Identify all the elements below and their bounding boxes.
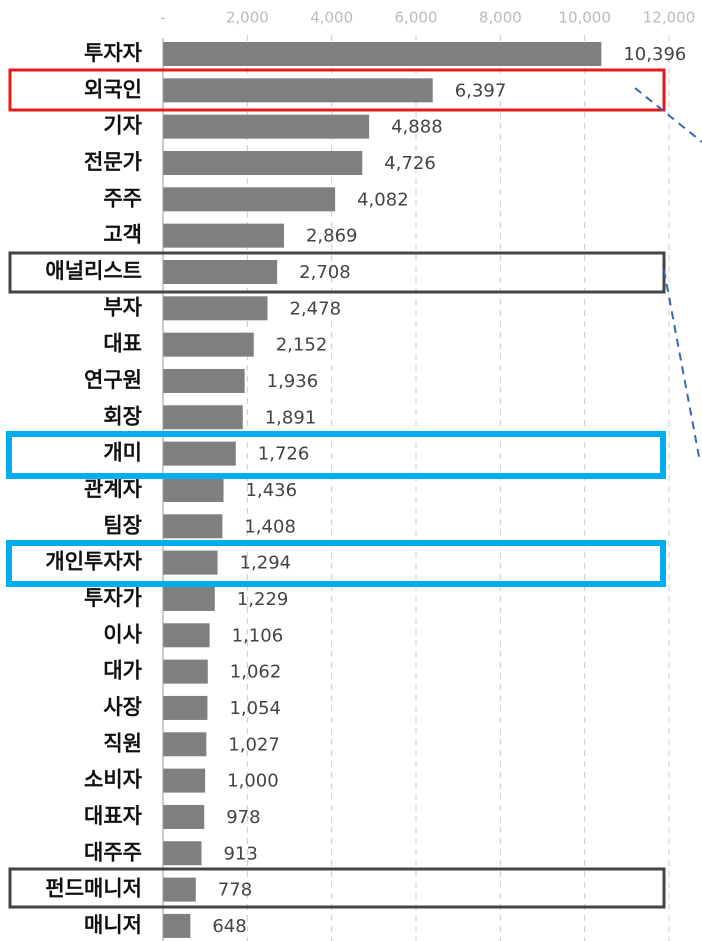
value-label: 2,152 [276,335,328,356]
value-label: 4,888 [391,117,443,138]
value-label: 4,082 [357,189,409,210]
value-label: 2,708 [299,262,351,283]
bar [163,332,254,357]
value-label: 6,397 [455,80,507,101]
bar [163,550,218,575]
bar [163,841,202,866]
value-label: 1,726 [258,444,310,465]
category-label: 매니저 [84,913,142,937]
value-label: 1,062 [230,662,282,683]
x-tick-label: 12,000 [643,9,696,27]
value-label: 1,408 [244,516,296,537]
category-label: 관계자 [84,477,143,501]
highlight-box [6,540,666,587]
value-label: 1,054 [229,698,281,719]
category-label: 고객 [103,223,142,247]
x-tick-label: 6,000 [395,9,438,27]
bar [163,42,602,66]
x-tick-label: - [160,9,165,27]
bar [163,368,245,393]
value-label: 1,000 [227,771,279,792]
category-label: 직원 [103,731,142,755]
value-label: 913 [223,843,257,864]
category-label: 애널리스트 [45,259,142,283]
bar [163,78,433,103]
value-label: 2,478 [289,298,341,319]
value-label: 1,106 [232,625,284,646]
bar [163,768,206,793]
bar [163,514,223,539]
highlight-box [8,68,666,112]
connector [634,87,702,143]
category-label: 대표자 [84,804,143,828]
category-label: 개미 [103,441,142,465]
category-label: 펀드매니저 [45,877,142,901]
value-label: 978 [226,807,260,828]
bar [163,441,236,466]
bar [163,804,205,829]
bar [163,296,268,321]
category-label: 대가 [103,659,142,683]
category-label: 투자자 [84,41,143,65]
bar [163,877,196,902]
x-tick-label: 10,000 [558,9,611,27]
value-label: 778 [218,880,252,901]
connector [663,269,701,463]
category-label: 이사 [103,622,142,646]
x-tick-label: 2,000 [226,9,269,27]
bar [163,223,284,248]
highlight-box [8,867,666,909]
category-label: 대표 [103,332,142,356]
bar [163,586,215,611]
highlight-box [6,431,666,479]
category-label: 투자가 [84,586,143,610]
value-label: 2,869 [306,226,358,247]
category-label: 기자 [103,114,142,138]
bar [163,695,208,720]
value-label: 4,726 [384,153,436,174]
category-label: 소비자 [84,768,143,792]
bar [163,913,191,938]
category-label: 전문가 [84,150,143,174]
value-label: 648 [212,916,246,937]
category-label: 대주주 [84,840,142,864]
value-label: 1,294 [240,553,292,574]
bar [163,259,278,284]
category-label: 팀장 [103,513,142,537]
category-label: 외국인 [84,77,142,101]
bar [163,732,207,757]
bar [163,477,224,502]
category-label: 부자 [103,295,142,319]
bar [163,623,210,648]
bar [163,150,363,175]
value-label: 1,229 [237,589,289,610]
value-label: 10,396 [623,44,686,65]
plot: - 2,000 4,000 6,000 8,000 10,000 12,000 투자자 10,3… [45,9,695,941]
category-label: 사장 [103,695,142,719]
category-label: 개인투자자 [45,550,142,574]
value-label: 1,027 [228,734,280,755]
category-label: 회장 [103,404,142,428]
bar [163,659,208,684]
value-label: 1,436 [246,480,298,501]
x-tick-label: 4,000 [310,9,353,27]
value-label: 1,936 [267,371,319,392]
category-label: 주주 [103,186,142,210]
bar [163,405,243,430]
bar [163,114,370,139]
category-label: 연구원 [84,368,142,392]
x-tick-label: 8,000 [479,9,522,27]
value-label: 1,891 [265,407,317,428]
bar [163,187,336,212]
